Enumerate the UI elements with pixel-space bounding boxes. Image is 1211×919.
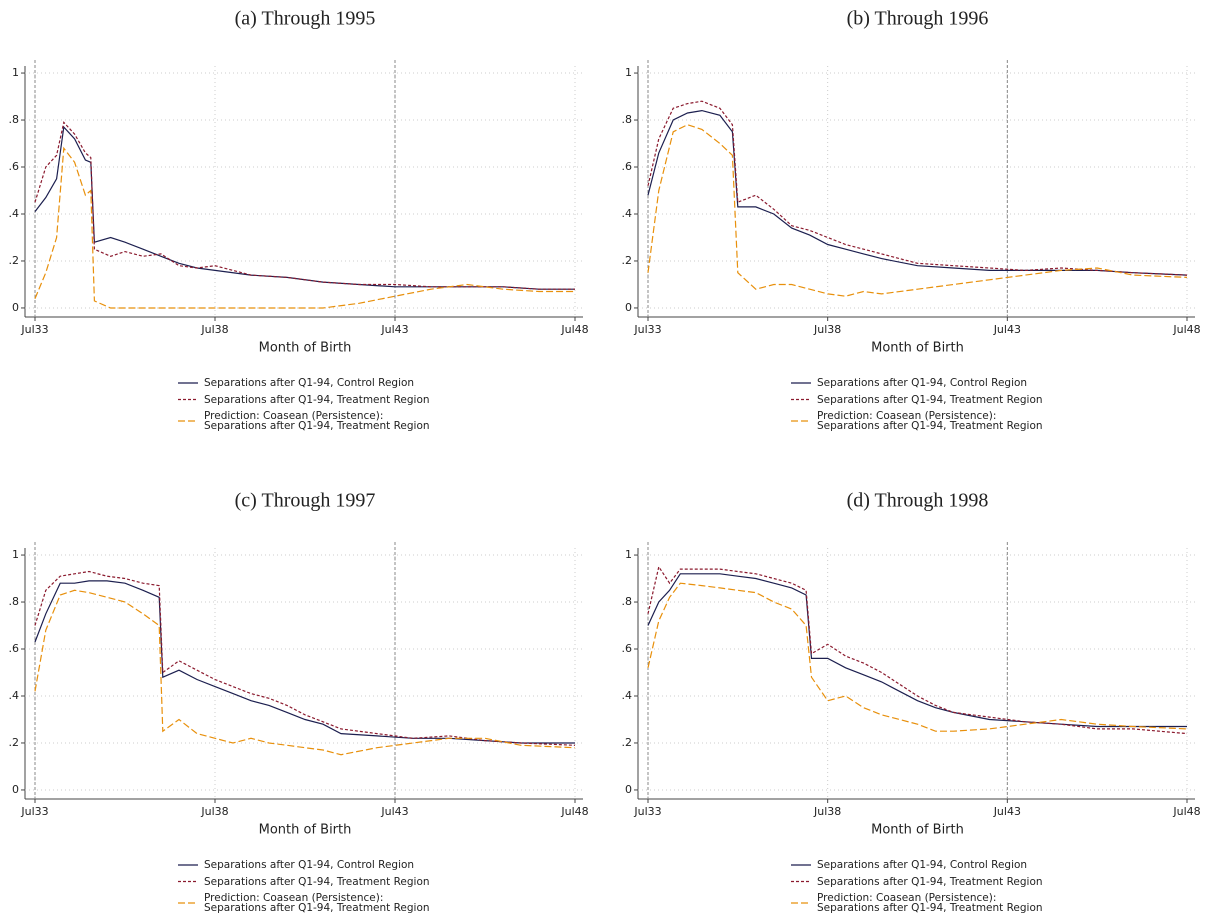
y-tick-label: .6 — [9, 160, 20, 173]
chart-title: (b) Through 1996 — [847, 8, 989, 30]
y-tick-label: .2 — [9, 254, 20, 267]
legend-entry: Separations after Q1-94, Control Region — [817, 859, 1028, 871]
legend-entry: Separations after Q1-94, Control Region — [817, 377, 1028, 389]
y-tick-label: .8 — [622, 113, 633, 126]
x-tick-label: Jul33 — [633, 323, 661, 336]
x-tick-label: Jul48 — [560, 805, 588, 818]
legend-entry: Separations after Q1-94, Control Region — [204, 377, 415, 389]
y-tick-label: 0 — [12, 301, 19, 314]
x-tick-label: Jul48 — [560, 323, 588, 336]
x-tick-label: Jul43 — [380, 805, 408, 818]
x-axis-label: Month of Birth — [259, 341, 352, 356]
series-line — [34, 580, 575, 744]
x-axis-label: Month of Birth — [259, 823, 352, 838]
chart-title: (a) Through 1995 — [235, 8, 376, 30]
chart-title: (c) Through 1997 — [235, 490, 376, 512]
y-tick-label: .2 — [9, 736, 20, 749]
x-tick-label: Jul33 — [20, 805, 48, 818]
x-tick-label: Jul43 — [993, 805, 1021, 818]
x-tick-label: Jul43 — [993, 323, 1021, 336]
y-tick-label: 0 — [625, 301, 632, 314]
y-tick-label: 1 — [12, 548, 19, 561]
legend-entry: Prediction: Coasean (Persistence): Separ… — [204, 892, 430, 914]
y-tick-label: .4 — [622, 689, 633, 702]
x-tick-label: Jul48 — [1172, 323, 1200, 336]
y-tick-label: .4 — [9, 207, 20, 220]
legend-entry: Prediction: Coasean (Persistence): Separ… — [817, 892, 1043, 914]
y-tick-label: 0 — [625, 783, 632, 796]
chart-title: (d) Through 1998 — [847, 490, 989, 512]
x-axis-label: Month of Birth — [871, 823, 964, 838]
x-axis-label: Month of Birth — [871, 341, 964, 356]
y-tick-label: .6 — [622, 160, 633, 173]
y-tick-label: 1 — [625, 548, 632, 561]
x-tick-label: Jul33 — [20, 323, 48, 336]
series-line — [647, 582, 1188, 732]
y-tick-label: .8 — [622, 595, 633, 608]
x-tick-label: Jul38 — [813, 323, 841, 336]
series-line — [647, 100, 1188, 276]
x-tick-label: Jul38 — [200, 323, 228, 336]
series-line — [647, 109, 1188, 276]
legend-entry: Separations after Q1-94, Treatment Regio… — [817, 875, 1043, 888]
y-tick-label: .4 — [622, 207, 633, 220]
y-tick-label: 0 — [12, 783, 19, 796]
series-line — [34, 570, 576, 746]
series-line — [34, 589, 576, 756]
y-tick-label: 1 — [625, 66, 632, 79]
y-tick-label: .2 — [622, 736, 633, 749]
y-tick-label: .2 — [622, 254, 633, 267]
series-line — [34, 125, 575, 290]
y-tick-label: .6 — [622, 642, 633, 655]
series-line — [647, 124, 1188, 297]
x-tick-label: Jul38 — [813, 805, 841, 818]
legend-entry: Prediction: Coasean (Persistence): Separ… — [817, 410, 1043, 432]
x-tick-label: Jul38 — [200, 805, 228, 818]
x-tick-label: Jul48 — [1172, 805, 1200, 818]
series-line — [647, 573, 1187, 728]
legend-entry: Separations after Q1-94, Treatment Regio… — [817, 393, 1043, 406]
series-line — [647, 565, 1188, 735]
legend-entry: Prediction: Coasean (Persistence): Separ… — [204, 410, 430, 432]
y-tick-label: .6 — [9, 642, 20, 655]
y-tick-label: .8 — [9, 595, 20, 608]
series-line — [34, 121, 575, 290]
series-line — [34, 146, 575, 309]
y-tick-label: 1 — [12, 66, 19, 79]
y-tick-label: .8 — [9, 113, 20, 126]
legend-entry: Separations after Q1-94, Treatment Regio… — [204, 875, 430, 888]
x-tick-label: Jul43 — [380, 323, 408, 336]
legend-entry: Separations after Q1-94, Control Region — [204, 859, 415, 871]
x-tick-label: Jul33 — [633, 805, 661, 818]
legend-entry: Separations after Q1-94, Treatment Regio… — [204, 393, 430, 406]
y-tick-label: .4 — [9, 689, 20, 702]
